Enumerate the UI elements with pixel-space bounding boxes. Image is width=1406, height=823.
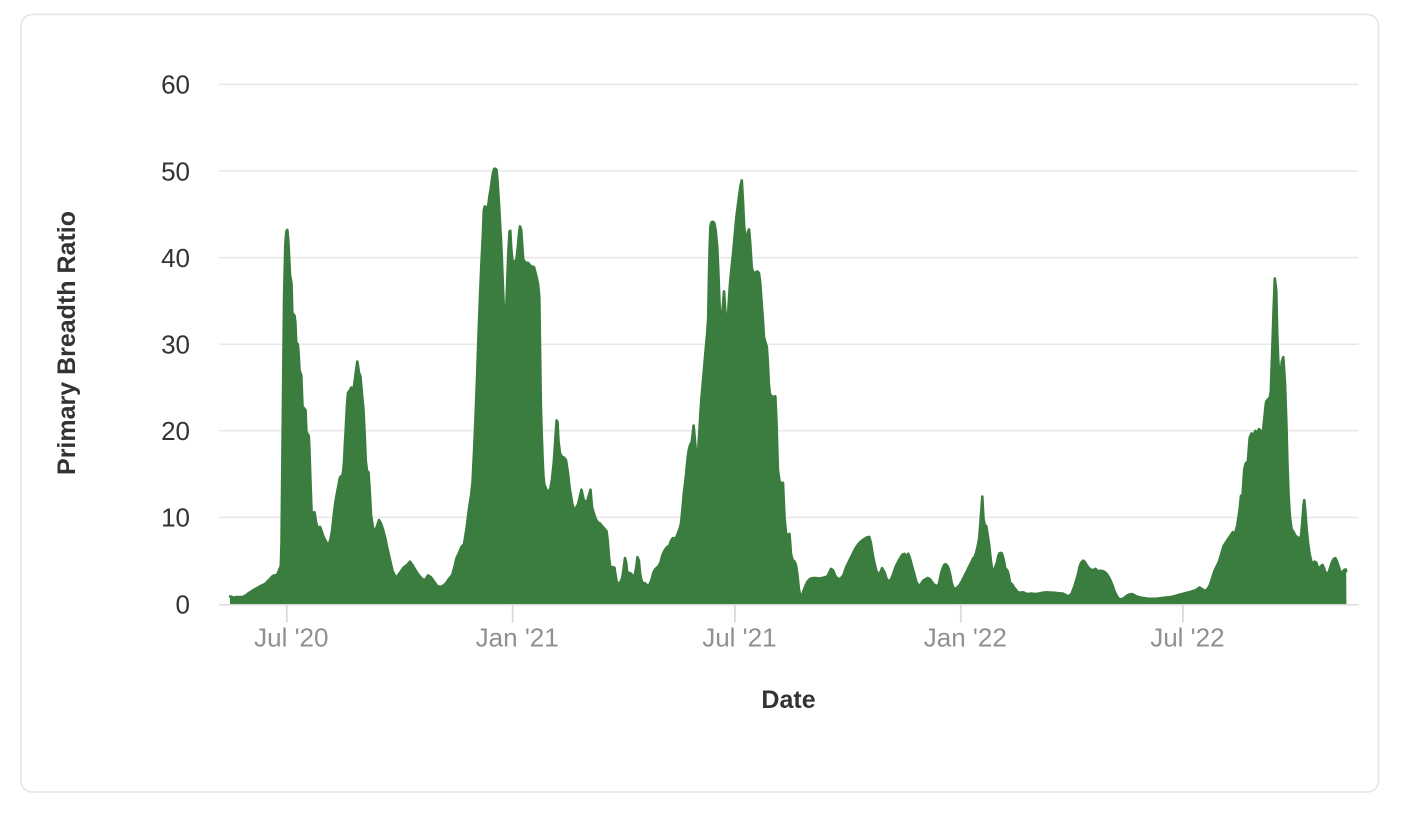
svg-text:Jul '21: Jul '21 bbox=[702, 623, 776, 653]
svg-text:20: 20 bbox=[161, 416, 190, 446]
svg-text:60: 60 bbox=[161, 70, 190, 100]
svg-text:50: 50 bbox=[161, 156, 190, 186]
svg-text:Primary Breadth Ratio: Primary Breadth Ratio bbox=[53, 211, 81, 475]
svg-text:Jan '21: Jan '21 bbox=[476, 623, 559, 653]
svg-text:Jan '22: Jan '22 bbox=[924, 623, 1007, 653]
svg-text:Jul '22: Jul '22 bbox=[1150, 623, 1224, 653]
svg-text:Jul '20: Jul '20 bbox=[254, 623, 328, 653]
svg-text:30: 30 bbox=[161, 330, 190, 360]
svg-text:Date: Date bbox=[761, 686, 815, 714]
svg-text:10: 10 bbox=[161, 503, 190, 533]
svg-text:0: 0 bbox=[176, 589, 190, 619]
svg-text:40: 40 bbox=[161, 243, 190, 273]
